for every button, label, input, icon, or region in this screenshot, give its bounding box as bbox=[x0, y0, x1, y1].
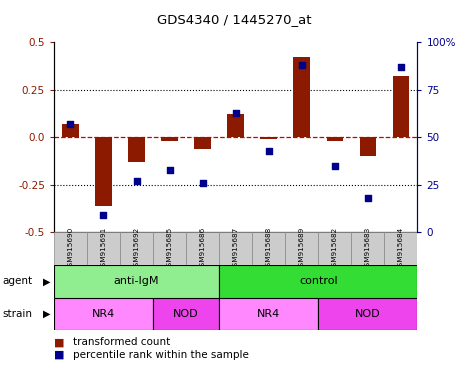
Bar bbox=[260, 137, 277, 139]
Text: ▶: ▶ bbox=[43, 309, 51, 319]
Bar bbox=[326, 137, 343, 141]
FancyBboxPatch shape bbox=[318, 298, 417, 330]
Point bbox=[100, 212, 107, 218]
Text: GSM915690: GSM915690 bbox=[68, 227, 74, 271]
Text: NOD: NOD bbox=[355, 309, 381, 319]
Bar bbox=[95, 137, 112, 206]
Bar bbox=[129, 137, 145, 162]
Bar bbox=[62, 124, 79, 137]
Bar bbox=[360, 137, 376, 156]
Text: NR4: NR4 bbox=[257, 309, 280, 319]
FancyBboxPatch shape bbox=[252, 232, 285, 265]
Bar bbox=[194, 137, 211, 149]
FancyBboxPatch shape bbox=[219, 232, 252, 265]
FancyBboxPatch shape bbox=[351, 232, 385, 265]
FancyBboxPatch shape bbox=[54, 265, 219, 298]
Point bbox=[232, 109, 240, 116]
Text: GSM915682: GSM915682 bbox=[332, 227, 338, 271]
Point bbox=[199, 180, 206, 186]
Point bbox=[265, 147, 272, 154]
Text: GSM915685: GSM915685 bbox=[166, 227, 173, 271]
FancyBboxPatch shape bbox=[120, 232, 153, 265]
Point bbox=[166, 167, 174, 173]
FancyBboxPatch shape bbox=[54, 298, 153, 330]
Text: anti-IgM: anti-IgM bbox=[114, 276, 159, 286]
Point bbox=[397, 64, 405, 70]
Text: NOD: NOD bbox=[173, 309, 199, 319]
Text: GSM915692: GSM915692 bbox=[134, 227, 140, 271]
Bar bbox=[161, 137, 178, 141]
Text: GSM915684: GSM915684 bbox=[398, 227, 404, 271]
Text: ▶: ▶ bbox=[43, 276, 51, 286]
Bar bbox=[227, 114, 244, 137]
Bar bbox=[393, 76, 409, 137]
Text: ■: ■ bbox=[54, 350, 64, 360]
FancyBboxPatch shape bbox=[153, 232, 186, 265]
FancyBboxPatch shape bbox=[153, 298, 219, 330]
Text: GSM915688: GSM915688 bbox=[266, 227, 272, 271]
Text: GDS4340 / 1445270_at: GDS4340 / 1445270_at bbox=[157, 13, 312, 26]
Text: GSM915689: GSM915689 bbox=[299, 227, 305, 271]
Text: agent: agent bbox=[2, 276, 32, 286]
Bar bbox=[294, 58, 310, 137]
Text: GSM915686: GSM915686 bbox=[200, 227, 205, 271]
Text: GSM915691: GSM915691 bbox=[100, 227, 106, 271]
Text: percentile rank within the sample: percentile rank within the sample bbox=[73, 350, 249, 360]
FancyBboxPatch shape bbox=[186, 232, 219, 265]
FancyBboxPatch shape bbox=[318, 232, 351, 265]
Text: NR4: NR4 bbox=[92, 309, 115, 319]
Text: transformed count: transformed count bbox=[73, 337, 170, 348]
Text: control: control bbox=[299, 276, 338, 286]
FancyBboxPatch shape bbox=[54, 232, 87, 265]
Point bbox=[331, 163, 339, 169]
FancyBboxPatch shape bbox=[385, 232, 417, 265]
Text: GSM915683: GSM915683 bbox=[365, 227, 371, 271]
Point bbox=[364, 195, 371, 201]
Text: ■: ■ bbox=[54, 337, 64, 348]
Text: strain: strain bbox=[2, 309, 32, 319]
Text: GSM915687: GSM915687 bbox=[233, 227, 239, 271]
Point bbox=[67, 121, 74, 127]
FancyBboxPatch shape bbox=[285, 232, 318, 265]
FancyBboxPatch shape bbox=[87, 232, 120, 265]
Point bbox=[298, 62, 305, 68]
FancyBboxPatch shape bbox=[219, 298, 318, 330]
Point bbox=[133, 178, 140, 184]
FancyBboxPatch shape bbox=[219, 265, 417, 298]
